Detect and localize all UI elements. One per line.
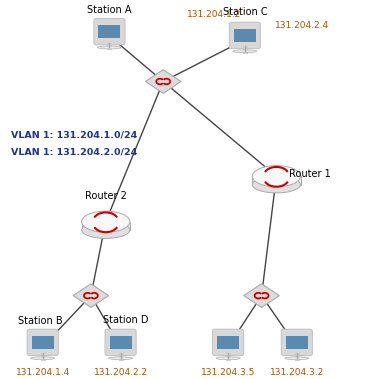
FancyBboxPatch shape (109, 336, 132, 352)
Text: 131.204.1.4: 131.204.1.4 (16, 368, 70, 377)
FancyBboxPatch shape (105, 329, 136, 356)
Text: 131.204.3.5: 131.204.3.5 (201, 368, 255, 377)
FancyBboxPatch shape (98, 25, 121, 41)
Ellipse shape (82, 222, 130, 238)
FancyBboxPatch shape (27, 329, 58, 356)
Ellipse shape (252, 176, 301, 193)
Polygon shape (244, 284, 279, 307)
Ellipse shape (216, 357, 240, 360)
Ellipse shape (285, 357, 309, 360)
FancyBboxPatch shape (232, 42, 258, 46)
FancyBboxPatch shape (229, 22, 260, 49)
Polygon shape (82, 222, 130, 230)
Text: 131.204.1.2: 131.204.1.2 (187, 10, 242, 19)
Text: Router 2: Router 2 (85, 191, 127, 201)
Text: VLAN 1: 131.204.1.0/24: VLAN 1: 131.204.1.0/24 (11, 130, 137, 139)
Text: 131.204.2.4: 131.204.2.4 (275, 21, 329, 30)
Text: Station A: Station A (87, 5, 132, 15)
Text: Station D: Station D (104, 315, 149, 325)
Polygon shape (252, 176, 301, 185)
FancyBboxPatch shape (213, 329, 244, 356)
Ellipse shape (98, 46, 121, 49)
FancyBboxPatch shape (286, 336, 308, 352)
Text: VLAN 1: 131.204.2.0/24: VLAN 1: 131.204.2.0/24 (11, 147, 137, 156)
Ellipse shape (252, 166, 301, 187)
Text: Station C: Station C (223, 7, 267, 17)
Text: Station B: Station B (19, 316, 63, 326)
FancyBboxPatch shape (32, 336, 54, 352)
FancyBboxPatch shape (215, 349, 242, 353)
FancyBboxPatch shape (29, 349, 56, 353)
Ellipse shape (233, 50, 257, 53)
Ellipse shape (109, 357, 132, 360)
FancyBboxPatch shape (217, 336, 239, 352)
FancyBboxPatch shape (283, 349, 310, 353)
Polygon shape (145, 70, 181, 93)
FancyBboxPatch shape (94, 18, 125, 45)
Ellipse shape (82, 211, 130, 232)
FancyBboxPatch shape (281, 329, 312, 356)
FancyBboxPatch shape (234, 29, 256, 45)
FancyBboxPatch shape (107, 349, 134, 353)
Text: 131.204.3.2: 131.204.3.2 (270, 368, 324, 377)
Polygon shape (73, 284, 109, 307)
FancyBboxPatch shape (96, 38, 123, 42)
Text: 131.204.2.2: 131.204.2.2 (93, 368, 148, 377)
Text: Router 1: Router 1 (289, 169, 331, 179)
Ellipse shape (31, 357, 55, 360)
